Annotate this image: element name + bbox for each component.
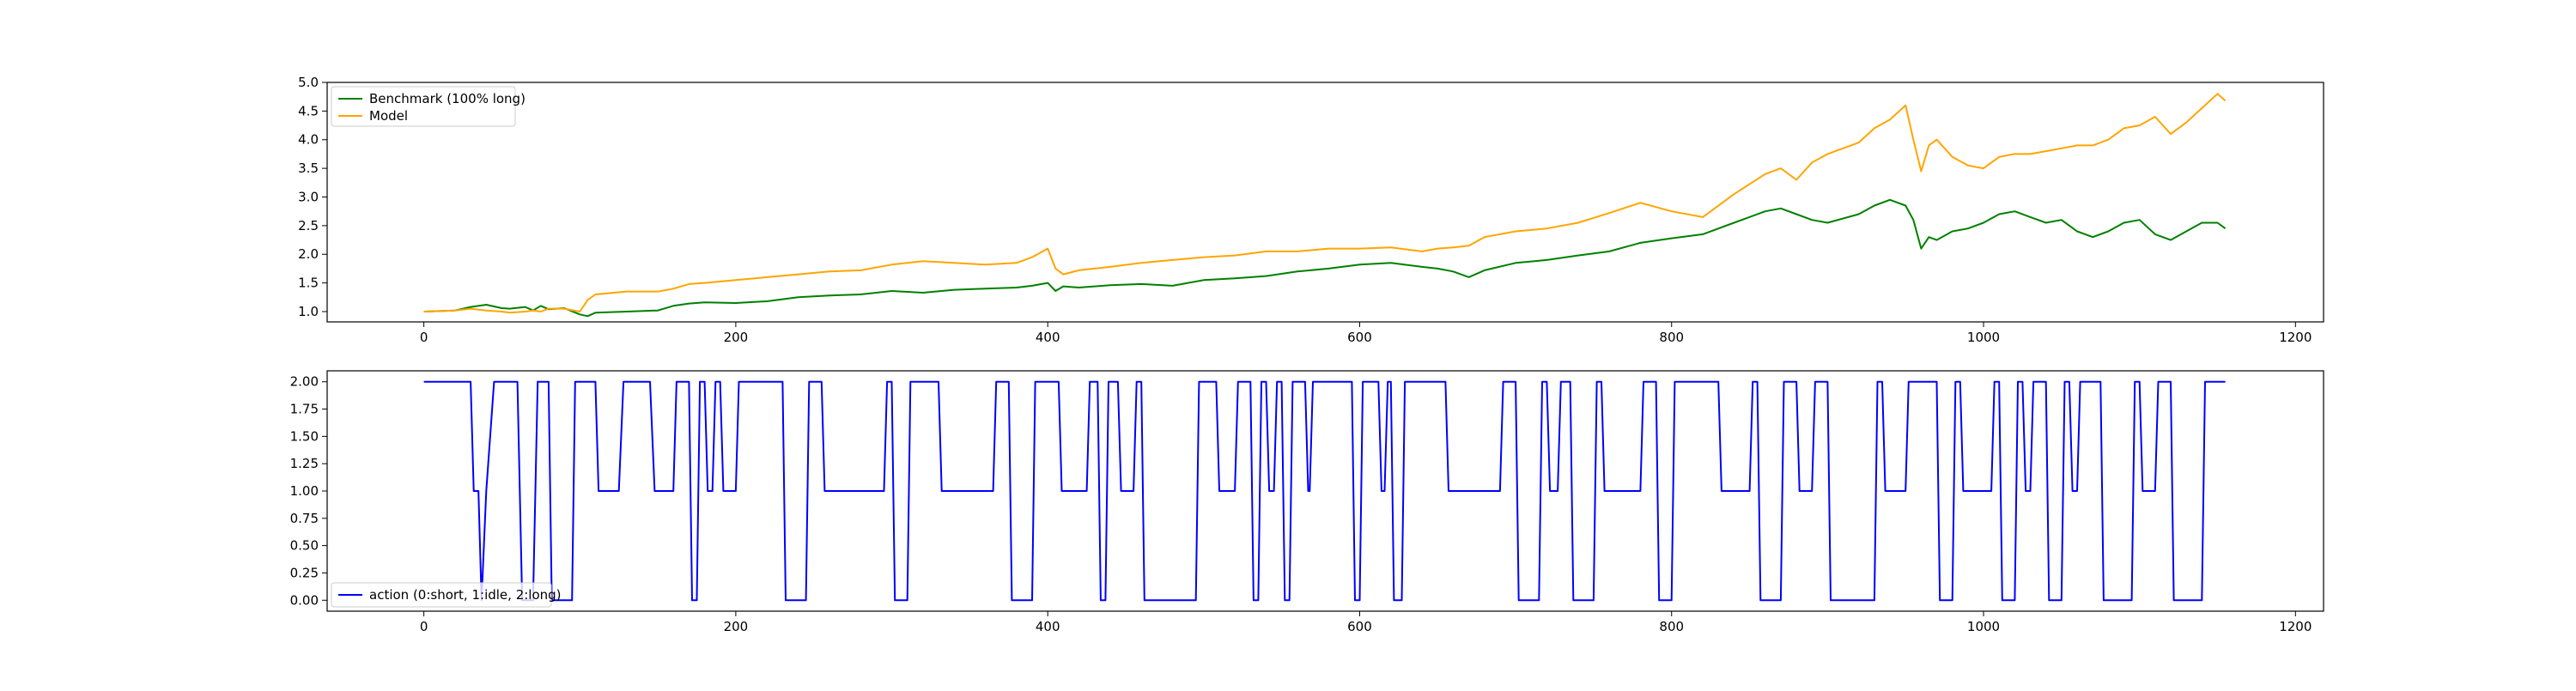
y-tick-label: 1.00 — [290, 483, 319, 499]
y-tick-label: 3.0 — [298, 189, 319, 204]
y-tick-label: 4.5 — [298, 103, 319, 118]
x-tick-label: 400 — [1036, 619, 1060, 634]
y-tick-label: 1.75 — [290, 402, 319, 417]
series-line-benchmark — [423, 198, 2227, 318]
top-chart-panel: 0 200 400 600 800 1000 1200 1.0 1.5 2.0 2.5 3.0 3.5 4… — [298, 75, 2324, 345]
x-tick-label: 1000 — [1967, 330, 2000, 345]
legend-label: Model — [369, 108, 408, 124]
y-tick-label: 4.0 — [298, 132, 319, 148]
y-tick-label: 1.5 — [298, 276, 319, 291]
x-tick-label: 600 — [1347, 619, 1372, 634]
legend-label: Benchmark (100% long) — [369, 91, 526, 106]
y-tick-label: 5.0 — [298, 75, 319, 90]
y-tick-label: 2.0 — [298, 246, 319, 262]
x-tick-label: 600 — [1347, 330, 1372, 345]
x-tick-label: 1200 — [2279, 619, 2312, 634]
y-tick-label: 2.5 — [298, 218, 319, 233]
x-tick-label: 0 — [420, 619, 428, 634]
series-line-action — [423, 380, 2226, 602]
legend-box — [331, 582, 552, 608]
x-tick-label: 400 — [1036, 330, 1060, 345]
x-tick-label: 200 — [724, 619, 749, 634]
y-tick-label: 0.75 — [290, 511, 319, 526]
x-tick-label: 1000 — [1967, 619, 2000, 634]
legend-box — [331, 86, 516, 127]
y-tick-label: 1.50 — [290, 428, 319, 444]
y-tick-label: 1.0 — [298, 304, 319, 319]
y-tick-label: 0.25 — [290, 565, 319, 580]
plot-frame — [326, 82, 2324, 323]
y-tick-label: 3.5 — [298, 161, 319, 176]
y-tick-label: 0.50 — [290, 538, 319, 554]
x-tick-label: 0 — [420, 330, 428, 345]
x-tick-label: 200 — [724, 330, 749, 345]
y-tick-label: 1.25 — [290, 456, 319, 471]
legend-label: action (0:short, 1:idle, 2:long) — [369, 587, 562, 603]
x-tick-label: 1200 — [2279, 330, 2312, 345]
series-line-model — [423, 93, 2227, 314]
x-tick-label: 800 — [1659, 330, 1684, 345]
bottom-chart-panel: 0 200 400 600 800 1000 1200 0.00 0.25 0.50 0.75 1.0… — [290, 370, 2324, 634]
x-tick-label: 800 — [1659, 619, 1684, 634]
y-tick-label: 2.00 — [290, 374, 319, 390]
y-tick-label: 0.00 — [290, 592, 319, 608]
